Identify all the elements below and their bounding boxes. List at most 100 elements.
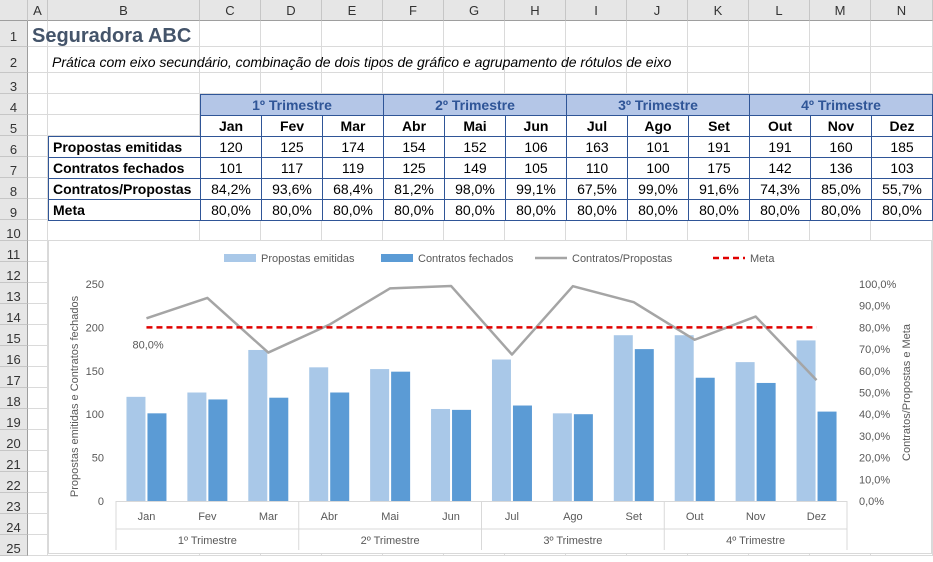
gridline-v	[47, 21, 48, 556]
table-cell: 93,6%	[261, 178, 323, 200]
month-header: Nov	[810, 115, 872, 137]
row-header-18[interactable]: 18	[0, 388, 28, 409]
table-cell: 80,0%	[627, 199, 689, 221]
y-axis-title: Propostas emitidas e Contratos fechados	[69, 295, 81, 497]
table-cell: 98,0%	[444, 178, 506, 200]
bar-contratos-fechados	[756, 382, 776, 501]
month-header: Out	[749, 115, 811, 137]
row-header-6[interactable]: 6	[0, 136, 28, 157]
row-header-1[interactable]: 1	[0, 21, 28, 47]
y2-tick-label: 60,0%	[859, 366, 890, 378]
column-header-a[interactable]: A	[28, 0, 48, 21]
y-tick-label: 200	[86, 322, 104, 334]
gridline-h	[28, 72, 933, 73]
row-header-5[interactable]: 5	[0, 115, 28, 136]
column-header-h[interactable]: H	[505, 0, 566, 21]
group-label: 2º Trimestre	[361, 535, 420, 547]
row-header-20[interactable]: 20	[0, 430, 28, 451]
column-header-l[interactable]: L	[749, 0, 810, 21]
row-header-22[interactable]: 22	[0, 472, 28, 493]
row-header-15[interactable]: 15	[0, 325, 28, 346]
table-cell: 142	[749, 157, 811, 179]
row-header-7[interactable]: 7	[0, 157, 28, 178]
table-cell: 149	[444, 157, 506, 179]
table-cell: 119	[322, 157, 384, 179]
table-cell: 117	[261, 157, 323, 179]
month-header: Jan	[200, 115, 262, 137]
bar-propostas-emitidas	[370, 369, 390, 501]
sheet-title[interactable]: Seguradora ABC	[32, 25, 192, 47]
row-label: Contratos/Propostas	[48, 178, 201, 200]
column-header-n[interactable]: N	[871, 0, 933, 21]
row-header-23[interactable]: 23	[0, 493, 28, 514]
table-cell: 80,0%	[444, 199, 506, 221]
gridline-h	[28, 46, 933, 47]
column-header-f[interactable]: F	[383, 0, 444, 21]
row-header-9[interactable]: 9	[0, 199, 28, 220]
row-header-21[interactable]: 21	[0, 451, 28, 472]
bar-contratos-fechados	[269, 397, 289, 501]
row-header-16[interactable]: 16	[0, 346, 28, 367]
y2-tick-label: 100,0%	[859, 279, 897, 291]
month-header: Mai	[444, 115, 506, 137]
row-header-11[interactable]: 11	[0, 241, 28, 262]
row-header-13[interactable]: 13	[0, 283, 28, 304]
row-header-19[interactable]: 19	[0, 409, 28, 430]
month-header: Dez	[871, 115, 933, 137]
table-cell: 163	[566, 136, 628, 158]
column-header-d[interactable]: D	[261, 0, 322, 21]
group-label: 4º Trimestre	[726, 535, 785, 547]
table-cell: 80,0%	[383, 199, 445, 221]
group-label: 1º Trimestre	[178, 535, 237, 547]
table-cell: 80,0%	[505, 199, 567, 221]
column-header-g[interactable]: G	[444, 0, 505, 21]
quarter-header: 2º Trimestre	[383, 94, 567, 116]
row-header-25[interactable]: 25	[0, 535, 28, 556]
row-label: Contratos fechados	[48, 157, 201, 179]
combo-chart[interactable]: 0 50 100 150 200 250 0,0% 10,0% 20,0% 30,0% 40,0% 5…	[48, 240, 932, 554]
column-header-c[interactable]: C	[200, 0, 261, 21]
row-header-12[interactable]: 12	[0, 262, 28, 283]
table-cell: 80,0%	[871, 199, 933, 221]
y2-tick-label: 90,0%	[859, 301, 890, 313]
x-tick-label: Set	[626, 511, 643, 523]
column-header-i[interactable]: I	[566, 0, 627, 21]
row-header-14[interactable]: 14	[0, 304, 28, 325]
select-all-corner[interactable]	[0, 0, 28, 21]
column-header-e[interactable]: E	[322, 0, 383, 21]
column-header-k[interactable]: K	[688, 0, 749, 21]
y2-tick-label: 50,0%	[859, 388, 890, 400]
sheet-subtitle[interactable]: Prática com eixo secundário, combinação …	[52, 54, 672, 70]
x-tick-label: Out	[686, 511, 704, 523]
table-cell: 84,2%	[200, 178, 262, 200]
row-header-10[interactable]: 10	[0, 220, 28, 241]
x-tick-label: Jan	[138, 511, 156, 523]
x-tick-label: Ago	[563, 511, 583, 523]
bar-contratos-fechados	[512, 405, 532, 501]
y2-tick-label: 0,0%	[859, 496, 884, 508]
row-header-17[interactable]: 17	[0, 367, 28, 388]
y-tick-label: 0	[98, 496, 104, 508]
bar-contratos-fechados	[208, 399, 228, 501]
quarter-header: 1º Trimestre	[200, 94, 384, 116]
legend-label: Meta	[750, 253, 775, 265]
column-header-m[interactable]: M	[810, 0, 871, 21]
row-header-2[interactable]: 2	[0, 47, 28, 73]
row-header-3[interactable]: 3	[0, 73, 28, 94]
column-header-j[interactable]: J	[627, 0, 688, 21]
row-label: Propostas emitidas	[48, 136, 201, 158]
table-cell: 74,3%	[749, 178, 811, 200]
month-header: Mar	[322, 115, 384, 137]
row-header-4[interactable]: 4	[0, 94, 28, 115]
legend-swatch-contratos	[381, 254, 413, 262]
legend-label: Contratos fechados	[418, 253, 514, 265]
row-header-24[interactable]: 24	[0, 514, 28, 535]
column-header-b[interactable]: B	[48, 0, 200, 21]
bar-contratos-fechados	[817, 411, 837, 501]
row-header-8[interactable]: 8	[0, 178, 28, 199]
x-tick-label: Mar	[259, 511, 278, 523]
table-cell: 120	[200, 136, 262, 158]
table-cell: 110	[566, 157, 628, 179]
bar-contratos-fechados	[634, 349, 654, 501]
table-cell: 106	[505, 136, 567, 158]
